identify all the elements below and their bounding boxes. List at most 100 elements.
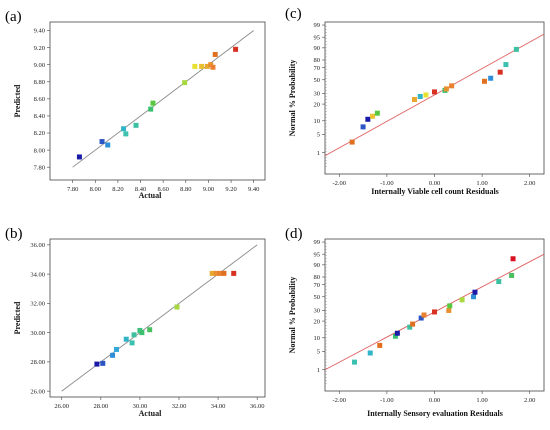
data-point xyxy=(231,270,237,276)
y-tick-label: 90 xyxy=(314,262,321,269)
data-point xyxy=(352,359,358,365)
data-point xyxy=(446,307,452,313)
y-tick-label: 70 xyxy=(314,65,321,72)
x-tick-label: 2.00 xyxy=(524,397,535,404)
y-tick-label: 95 xyxy=(314,251,321,258)
data-point xyxy=(365,116,371,122)
data-point xyxy=(349,139,355,145)
x-axis-title: Actual xyxy=(139,409,162,418)
data-point xyxy=(123,336,129,342)
x-axis-title: Internally Sensory evaluation Residuals xyxy=(367,409,503,418)
data-point xyxy=(394,330,400,336)
x-tick-label: 9.40 xyxy=(248,186,259,193)
y-tick-label: 30 xyxy=(314,91,321,98)
data-point xyxy=(213,270,219,276)
data-point xyxy=(513,46,519,52)
data-point xyxy=(449,83,455,89)
x-tick-label: 7.80 xyxy=(67,186,78,193)
y-tick-label: 10 xyxy=(314,335,321,342)
x-tick-label: 1.00 xyxy=(476,397,487,404)
data-point xyxy=(76,154,82,160)
y-tick-label: 70 xyxy=(314,282,321,289)
data-point xyxy=(472,289,478,295)
plot-frame xyxy=(49,21,266,181)
y-tick-label: 8.60 xyxy=(34,96,45,103)
data-point xyxy=(410,321,416,327)
data-point xyxy=(131,332,137,338)
y-tick-label: 50 xyxy=(314,77,321,84)
y-tick-label: 34.00 xyxy=(30,271,45,278)
data-point xyxy=(94,361,100,367)
panel-label: (d) xyxy=(285,226,303,242)
data-point xyxy=(392,333,398,339)
data-point xyxy=(510,256,516,262)
data-point xyxy=(217,270,223,276)
plot-frame xyxy=(324,21,545,175)
y-axis-title: Predicted xyxy=(13,301,22,334)
data-point xyxy=(374,110,380,116)
x-tick-label: 32.00 xyxy=(172,403,187,410)
plot-frame xyxy=(324,238,545,392)
data-point xyxy=(471,294,477,300)
data-point xyxy=(110,352,116,358)
data-point xyxy=(360,124,366,130)
data-point xyxy=(133,122,139,128)
x-tick-label: 0.00 xyxy=(429,397,440,404)
data-point xyxy=(129,340,135,346)
x-tick-label: 8.80 xyxy=(180,186,191,193)
y-tick-label: 80 xyxy=(314,274,321,281)
data-point xyxy=(407,324,413,330)
y-axis-title: Normal % Probability xyxy=(288,60,297,137)
y-tick-label: 28.00 xyxy=(30,359,45,366)
y-tick-label: 9.20 xyxy=(34,45,45,52)
data-point xyxy=(100,360,106,366)
data-point xyxy=(377,342,383,348)
y-tick-label: 5 xyxy=(317,349,320,356)
x-tick-label: 8.00 xyxy=(90,186,101,193)
y-tick-label: 9.00 xyxy=(34,62,45,69)
data-point xyxy=(423,92,429,98)
panel-label: (c) xyxy=(285,6,302,22)
data-point xyxy=(432,89,437,95)
data-point xyxy=(192,63,198,69)
data-point xyxy=(488,75,494,81)
data-point xyxy=(174,304,180,310)
data-point xyxy=(370,113,376,119)
y-tick-label: 32.00 xyxy=(30,301,45,308)
data-point xyxy=(221,270,227,276)
y-tick-label: 99 xyxy=(314,22,321,29)
data-point xyxy=(99,139,105,145)
data-point xyxy=(412,97,418,103)
reference-line xyxy=(72,30,254,168)
y-tick-label: 99 xyxy=(314,239,321,246)
y-axis-title: Normal % Probability xyxy=(288,277,297,354)
data-point xyxy=(432,309,437,315)
panel-b: (b) 26.00 28.00 30.00 32.00 34.00 36.00 26.00 28… xyxy=(5,226,266,418)
data-point xyxy=(418,315,424,321)
x-tick-label: 36.00 xyxy=(250,403,265,410)
x-tick-label: 8.60 xyxy=(157,186,168,193)
y-tick-label: 30 xyxy=(314,308,321,315)
y-tick-label: 36.00 xyxy=(30,242,45,249)
y-tick-label: 20 xyxy=(314,318,321,325)
x-tick-label: 8.40 xyxy=(135,186,146,193)
x-tick-label: -1.00 xyxy=(380,397,394,404)
data-point xyxy=(367,350,373,356)
y-tick-label: 8.00 xyxy=(34,147,45,154)
data-point xyxy=(443,86,449,92)
panel-label: (a) xyxy=(5,9,22,25)
data-point xyxy=(147,327,153,333)
data-point xyxy=(210,64,216,70)
data-point xyxy=(113,346,119,352)
x-axis-title: Actual xyxy=(139,191,162,200)
data-point xyxy=(447,303,453,309)
y-tick-label: 26.00 xyxy=(30,388,45,395)
data-point xyxy=(417,93,423,99)
y-tick-label: 8.20 xyxy=(34,130,45,137)
data-point xyxy=(148,106,154,112)
data-point xyxy=(459,297,465,303)
x-tick-label: 2.00 xyxy=(524,180,535,187)
x-tick-label: 0.00 xyxy=(429,180,440,187)
